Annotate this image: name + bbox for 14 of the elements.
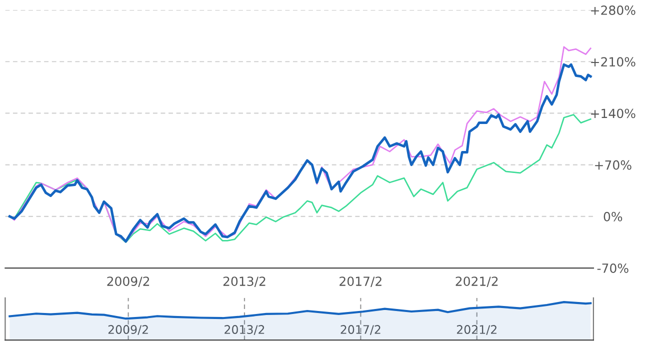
y-tick-label: +280% — [591, 6, 636, 15]
x-tick-label: 2017/2 — [340, 276, 382, 288]
x-tick-label: 2009/2 — [108, 325, 148, 335]
y-tick-label: +210% — [591, 57, 636, 67]
x-tick-label: 2013/2 — [224, 325, 264, 335]
x-tick-label: 2017/2 — [340, 325, 380, 335]
y-tick-label: 0% — [604, 212, 622, 222]
x-tick-label: 2021/2 — [456, 276, 498, 288]
y-tick-label: +140% — [591, 108, 636, 118]
x-tick-label: 2009/2 — [107, 276, 150, 288]
x-tick-label: 2013/2 — [223, 276, 266, 288]
y-tick-label: +70% — [595, 160, 632, 170]
x-tick-label: 2021/2 — [456, 325, 496, 335]
y-tick-label: -70% — [597, 263, 628, 273]
